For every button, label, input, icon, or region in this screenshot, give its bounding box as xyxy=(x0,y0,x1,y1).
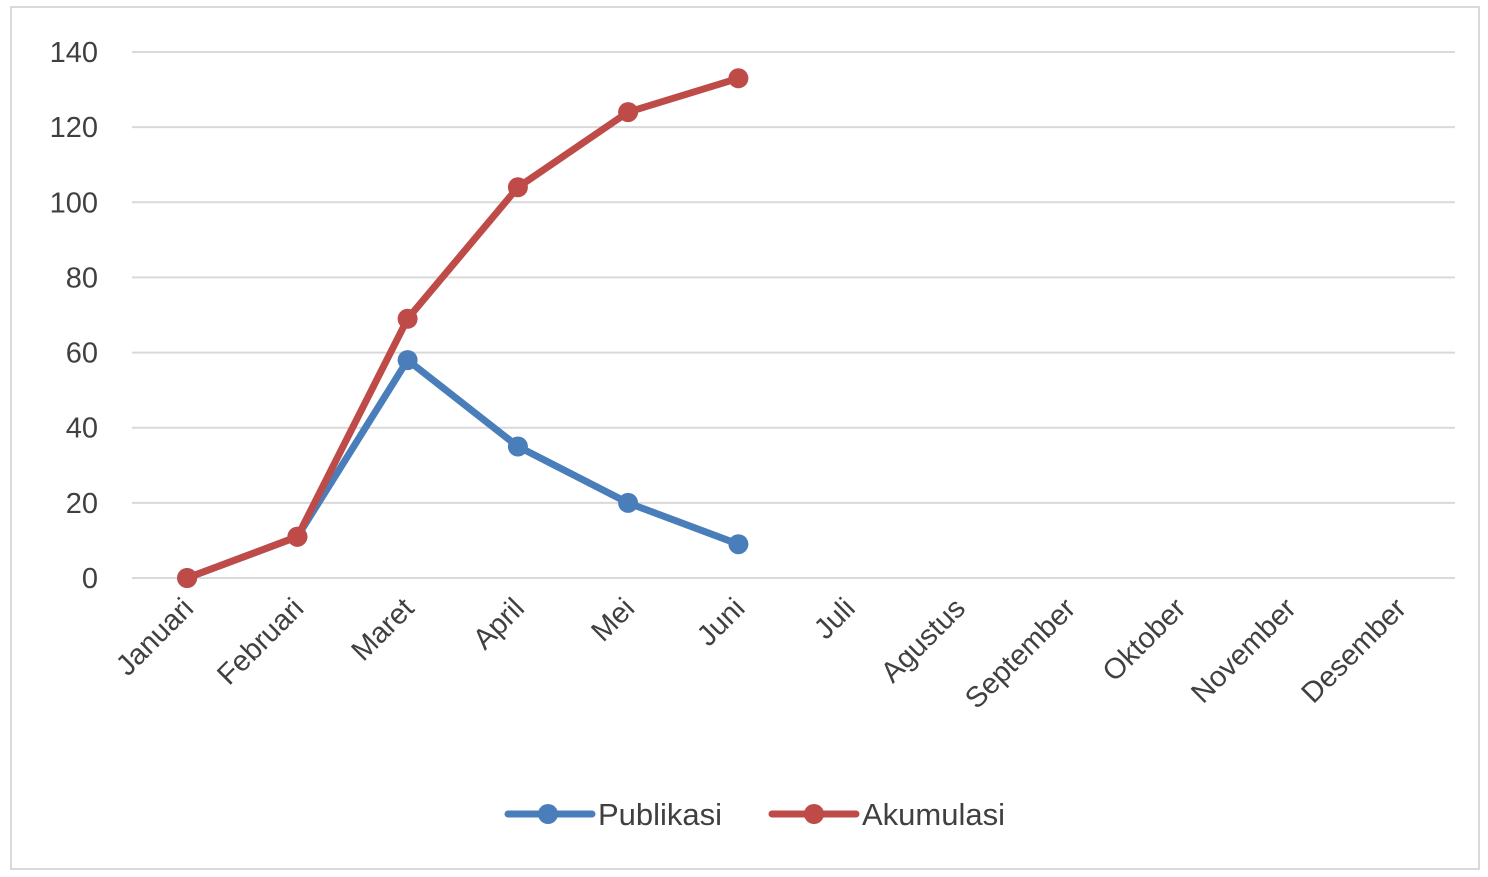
legend-label-publikasi: Publikasi xyxy=(598,797,722,832)
x-tick-label: November xyxy=(1185,592,1302,709)
x-tick-label: Agustus xyxy=(875,592,972,689)
x-tick-label: Juni xyxy=(691,592,751,652)
series-lines xyxy=(177,68,749,588)
legend-swatch-marker xyxy=(538,804,558,824)
legend: Publikasi Akumulasi xyxy=(504,797,1005,832)
chart-frame xyxy=(10,6,1480,870)
data-point xyxy=(287,526,308,547)
y-tick-label: 80 xyxy=(66,262,98,294)
data-point xyxy=(728,68,749,89)
x-tick-label: Maret xyxy=(346,592,421,667)
legend-item-publikasi: Publikasi xyxy=(504,797,722,832)
y-axis-tick-labels: 0 20 40 60 80 100 120 140 xyxy=(50,37,98,595)
series-line xyxy=(183,74,742,582)
y-tick-label: 140 xyxy=(50,37,98,69)
data-point xyxy=(618,102,639,123)
y-tick-label: 20 xyxy=(66,488,98,520)
x-tick-label: Mei xyxy=(585,592,641,648)
y-tick-label: 120 xyxy=(50,112,98,144)
data-point xyxy=(507,177,528,198)
x-tick-label: Februari xyxy=(211,592,310,691)
y-tick-label: 40 xyxy=(66,413,98,445)
legend-swatch-marker xyxy=(804,804,824,824)
y-tick-label: 100 xyxy=(50,187,98,219)
x-tick-label: Oktober xyxy=(1097,592,1193,688)
x-tick-label: Januari xyxy=(110,592,200,682)
data-point xyxy=(507,436,528,457)
legend-item-akumulasi: Akumulasi xyxy=(768,797,1005,832)
data-point xyxy=(728,534,749,555)
x-axis-tick-labels: Januari Februari Maret April Mei Juni Juli Agus… xyxy=(110,592,1413,715)
x-tick-label: Desember xyxy=(1296,592,1413,709)
x-tick-label: April xyxy=(467,592,531,656)
y-tick-label: 60 xyxy=(66,338,98,370)
y-tick-label: 0 xyxy=(82,563,98,595)
data-point xyxy=(397,308,418,329)
series-akumulasi xyxy=(177,68,749,588)
x-tick-label: September xyxy=(959,592,1082,715)
x-tick-label: Juli xyxy=(808,592,861,645)
gridlines xyxy=(132,51,1455,579)
legend-label-akumulasi: Akumulasi xyxy=(862,797,1005,832)
data-point xyxy=(177,568,198,588)
data-point xyxy=(397,350,418,371)
data-point xyxy=(618,492,639,513)
